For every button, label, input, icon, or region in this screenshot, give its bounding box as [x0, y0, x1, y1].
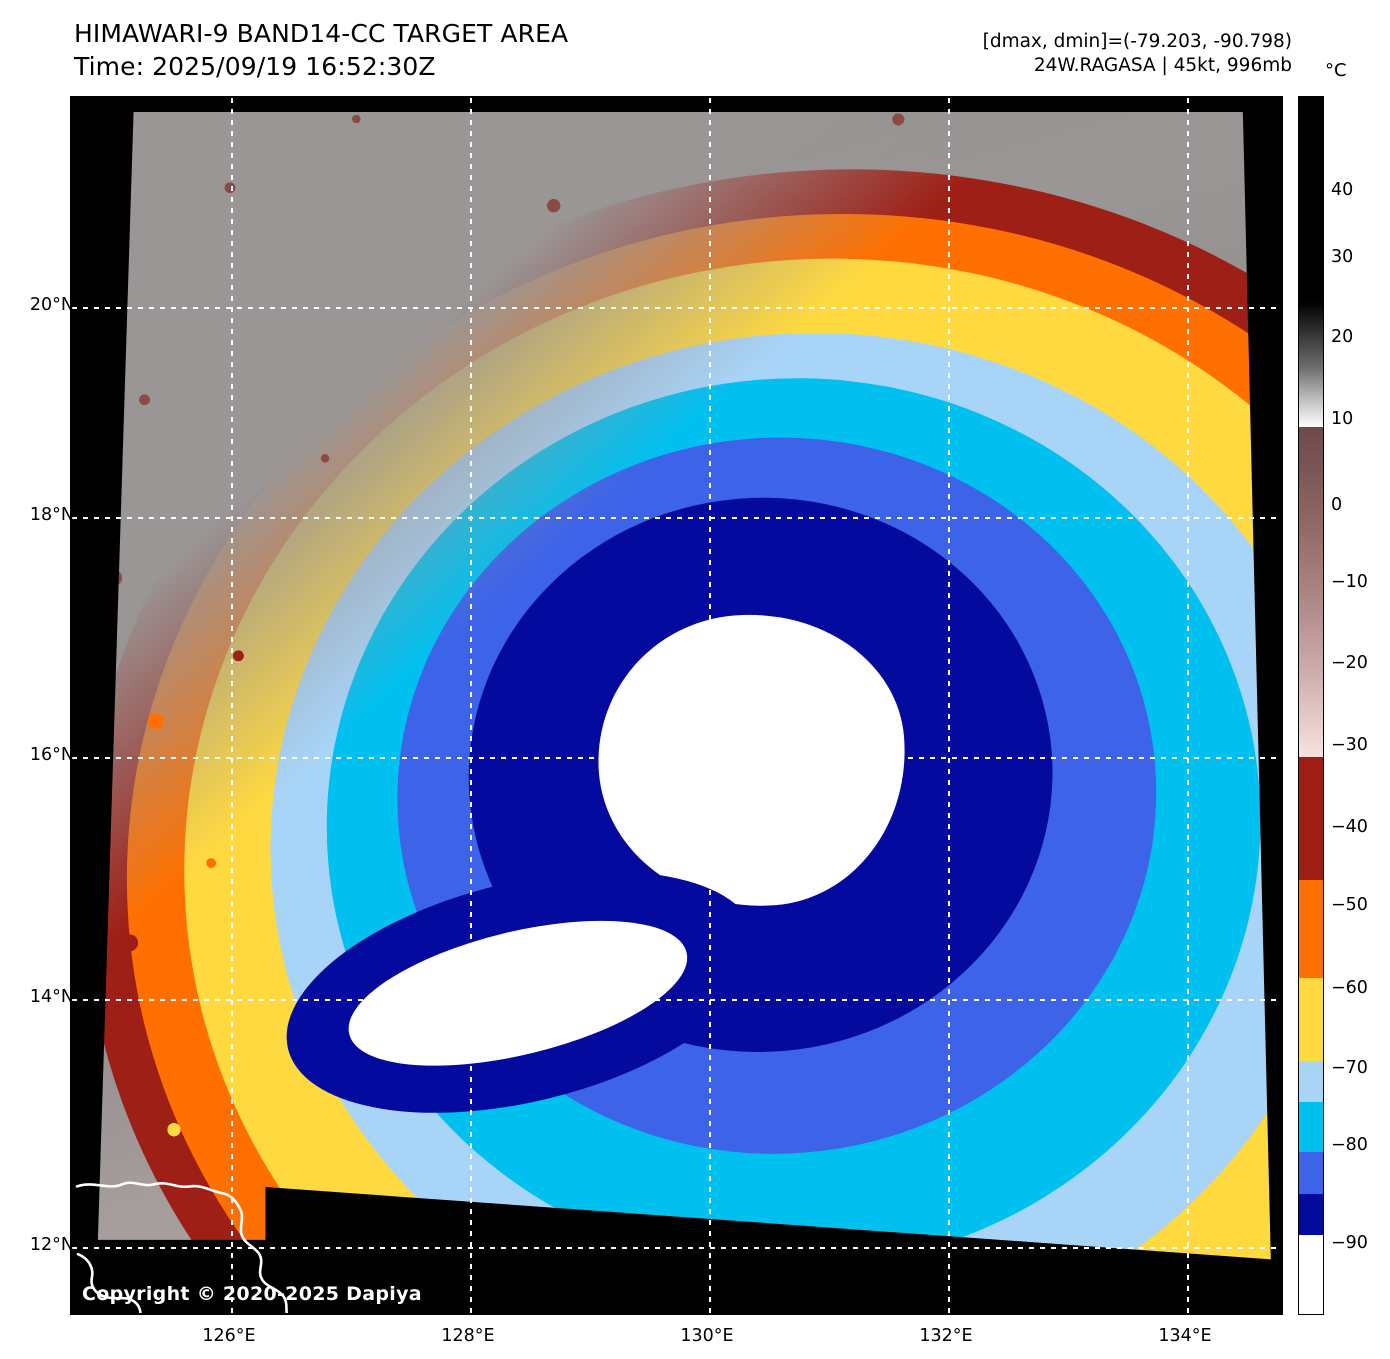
xtick-label-132e: 132°E [919, 1326, 973, 1346]
cbtick-0: 0 [1331, 495, 1343, 515]
cbtick-10: 10 [1331, 409, 1354, 429]
cbtick-m10: −10 [1331, 572, 1368, 592]
cseg-white [1299, 1234, 1323, 1314]
cseg-dark-red [1299, 756, 1323, 880]
storm-info-label: 24W.RAGASA | 45kt, 996mb [1033, 55, 1292, 77]
cseg-blue [1299, 1152, 1323, 1194]
cbtick-m30: −30 [1331, 735, 1368, 755]
cseg-yellow [1299, 978, 1323, 1061]
time-line: Time: 2025/09/19 16:52:30Z [74, 51, 436, 81]
cseg-light-blue [1299, 1060, 1323, 1103]
title-line: HIMAWARI-9 BAND14-CC TARGET AREA [74, 19, 569, 48]
cbtick-40: 40 [1331, 180, 1354, 200]
mask-top [72, 98, 1281, 112]
xtick-label-126e: 126°E [202, 1326, 256, 1346]
coastline-overlay [75, 1181, 288, 1313]
cbtick-20: 20 [1331, 327, 1354, 347]
dmax-dmin-label: [dmax, dmin]=(-79.203, -90.798) [982, 31, 1292, 52]
xtick-label-130e: 130°E [680, 1326, 734, 1346]
page-title: HIMAWARI-9 BAND14-CC TARGET AREA Time: 2… [74, 18, 568, 83]
xtick-label-128e: 128°E [441, 1326, 495, 1346]
plot-inner: Copyright © 2020-2025 Dapiya [72, 98, 1281, 1313]
cbtick-30: 30 [1331, 247, 1354, 267]
ytick-label-16n: 16°N [29, 745, 74, 765]
xtick-label-134e: 134°E [1158, 1326, 1212, 1346]
cseg-orange [1299, 879, 1323, 979]
satellite-image-plot: Copyright © 2020-2025 Dapiya [70, 96, 1283, 1315]
cbtick-m20: −20 [1331, 653, 1368, 673]
ytick-label-18n: 18°N [29, 505, 74, 525]
cbtick-m90: −90 [1331, 1233, 1368, 1253]
metadata-block: [dmax, dmin]=(-79.203, -90.798) 24W.RAGA… [983, 30, 1292, 79]
cbtick-m60: −60 [1331, 978, 1368, 998]
copyright-label: Copyright © 2020-2025 Dapiya [82, 1283, 422, 1305]
cbtick-m40: −40 [1331, 817, 1368, 837]
ytick-label-20n: 20°N [29, 295, 74, 315]
cbtick-m80: −80 [1331, 1135, 1368, 1155]
cseg-greyscale [1299, 97, 1323, 427]
cbtick-m50: −50 [1331, 895, 1368, 915]
temperature-colorbar [1298, 96, 1324, 1315]
cseg-navy [1299, 1193, 1323, 1235]
cseg-cyan [1299, 1102, 1323, 1153]
colorbar-segments [1299, 97, 1323, 1314]
ytick-label-14n: 14°N [29, 987, 74, 1007]
cbtick-m70: −70 [1331, 1058, 1368, 1078]
cseg-mauve [1299, 426, 1323, 757]
colorbar-unit-label: °C [1325, 60, 1347, 81]
ytick-label-12n: 12°N [29, 1235, 74, 1255]
